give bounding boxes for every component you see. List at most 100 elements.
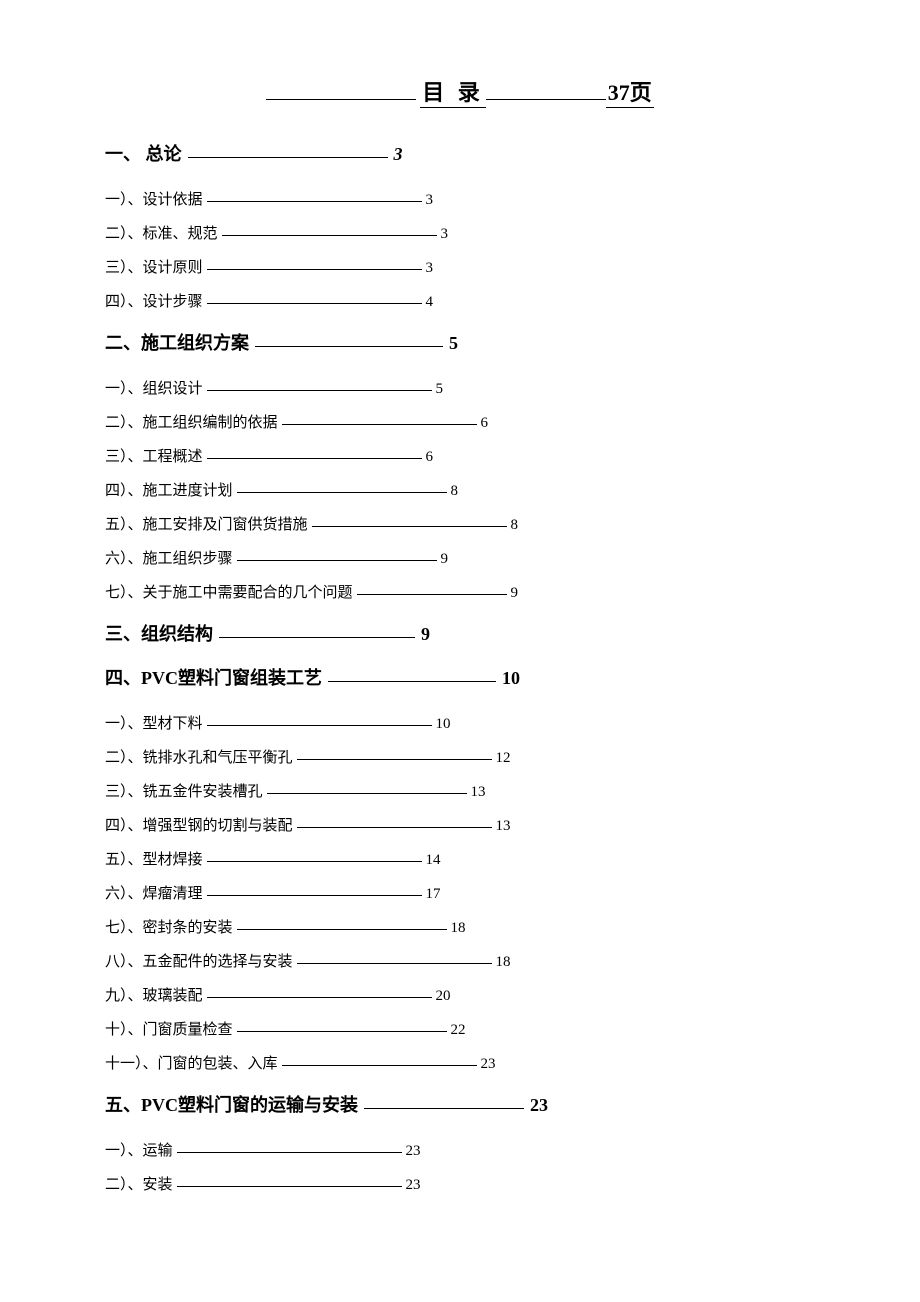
toc-section: 三、组织结构 9 — [105, 620, 815, 646]
subitem-filler — [297, 963, 492, 964]
subitem-filler — [297, 759, 492, 760]
subitem-filler — [207, 201, 422, 202]
title-lead-underline — [266, 99, 416, 100]
subitem-filler — [207, 895, 422, 896]
subitem-page: 18 — [496, 954, 511, 971]
toc-subitem: 四）、设计步骤 4 — [105, 290, 815, 311]
subitem-filler — [282, 1065, 477, 1066]
subitem-label: 五）、型材焊接 — [105, 848, 203, 869]
subitem-page: 9 — [441, 551, 449, 568]
subitem-page: 20 — [436, 988, 451, 1005]
section-label: 三、组织结构 — [105, 620, 213, 646]
toc-section: 四、PVC塑料门窗组装工艺10 — [105, 664, 815, 690]
subitem-page: 14 — [426, 852, 441, 869]
section-filler — [219, 637, 415, 638]
subitem-filler — [207, 997, 432, 998]
subitem-page: 13 — [496, 818, 511, 835]
subitem-filler — [207, 861, 422, 862]
section-label: 二、施工组织方案 — [105, 329, 249, 355]
subitem-filler — [237, 492, 447, 493]
subitem-filler — [177, 1186, 402, 1187]
subitem-filler — [207, 390, 432, 391]
subitem-page: 18 — [451, 920, 466, 937]
subitem-label: 一）、组织设计 — [105, 377, 203, 398]
toc-subitem: 五）、施工安排及门窗供货措施8 — [105, 513, 815, 534]
title-mid-underline — [486, 99, 606, 100]
subitem-filler — [312, 526, 507, 527]
subitem-label: 二）、标准、规范 — [105, 222, 218, 243]
subitem-page: 5 — [436, 381, 444, 398]
subitem-filler — [237, 929, 447, 930]
title-text: 目 录 — [420, 75, 486, 108]
subitem-filler — [297, 827, 492, 828]
toc-subitem: 七）、密封条的安装 18 — [105, 916, 815, 937]
subitem-filler — [237, 1031, 447, 1032]
subitem-label: 六）、施工组织步骤 — [105, 547, 233, 568]
subitem-page: 13 — [471, 784, 486, 801]
section-filler — [364, 1108, 524, 1109]
toc-subitem: 三）、工程概述 6 — [105, 445, 815, 466]
toc-subitem: 二）、标准、规范 3 — [105, 222, 815, 243]
toc-subitem: 八）、五金配件的选择与安装 18 — [105, 950, 815, 971]
toc-subitem: 四）、增强型钢的切割与装配13 — [105, 814, 815, 835]
subitem-label: 十一）、门窗的包装、入库 — [105, 1052, 278, 1073]
section-page: 23 — [530, 1095, 548, 1116]
subitem-page: 6 — [481, 415, 489, 432]
subitem-page: 23 — [406, 1177, 421, 1194]
toc-subitem: 一）、型材下料 10 — [105, 712, 815, 733]
toc-subitem: 一）、运输 23 — [105, 1139, 815, 1160]
subitem-label: 一）、设计依据 — [105, 188, 203, 209]
subitem-label: 七）、关于施工中需要配合的几个问题 — [105, 581, 353, 602]
subitem-filler — [222, 235, 437, 236]
toc-subitem: 六）、施工组织步骤 9 — [105, 547, 815, 568]
subitem-label: 三）、工程概述 — [105, 445, 203, 466]
subitem-page: 9 — [511, 585, 519, 602]
subitem-page: 12 — [496, 750, 511, 767]
section-label: 五、PVC塑料门窗的运输与安装 — [105, 1091, 358, 1117]
section-page: 3 — [394, 144, 403, 165]
toc-subitem: 十）、门窗质量检查22 — [105, 1018, 815, 1039]
subitem-page: 6 — [426, 449, 434, 466]
subitem-label: 八）、五金配件的选择与安装 — [105, 950, 293, 971]
toc-subitem: 三）、设计原则 3 — [105, 256, 815, 277]
table-of-contents: 一、 总论 3 一）、设计依据3 二）、标准、规范 3 三）、设计原则 3 四）、设计步骤 4 二… — [105, 140, 815, 1194]
subitem-filler — [207, 725, 432, 726]
subitem-filler — [237, 560, 437, 561]
section-page: 10 — [502, 668, 520, 689]
subitem-label: 一）、型材下料 — [105, 712, 203, 733]
section-label: 一、 总论 — [105, 140, 182, 166]
subitem-label: 六）、焊瘤清理 — [105, 882, 203, 903]
toc-subitem: 一）、设计依据3 — [105, 188, 815, 209]
toc-subitem: 二）、施工组织编制的依据 6 — [105, 411, 815, 432]
toc-subitem: 四）、施工进度计划 8 — [105, 479, 815, 500]
subitem-page: 8 — [451, 483, 459, 500]
subitem-page: 17 — [426, 886, 441, 903]
subitem-label: 二）、铣排水孔和气压平衡孔 — [105, 746, 293, 767]
toc-subitem: 一）、组织设计 5 — [105, 377, 815, 398]
subitem-label: 七）、密封条的安装 — [105, 916, 233, 937]
toc-subitem: 五）、型材焊接 14 — [105, 848, 815, 869]
subitem-label: 一）、运输 — [105, 1139, 173, 1160]
subitem-page: 23 — [406, 1143, 421, 1160]
subitem-filler — [177, 1152, 402, 1153]
subitem-page: 3 — [441, 226, 449, 243]
section-filler — [188, 157, 388, 158]
toc-subitem: 十一）、门窗的包装、入库23 — [105, 1052, 815, 1073]
subitem-label: 四）、施工进度计划 — [105, 479, 233, 500]
toc-subitem: 二）、铣排水孔和气压平衡孔 12 — [105, 746, 815, 767]
subitem-page: 3 — [426, 260, 434, 277]
subitem-label: 三）、设计原则 — [105, 256, 203, 277]
toc-section: 五、PVC塑料门窗的运输与安装 23 — [105, 1091, 815, 1117]
section-page: 9 — [421, 624, 430, 645]
subitem-label: 四）、设计步骤 — [105, 290, 203, 311]
toc-subitem: 七）、关于施工中需要配合的几个问题 9 — [105, 581, 815, 602]
toc-subitem: 三）、铣五金件安装槽孔13 — [105, 780, 815, 801]
toc-subitem: 二）、安装23 — [105, 1173, 815, 1194]
subitem-filler — [207, 458, 422, 459]
subitem-page: 4 — [426, 294, 434, 311]
subitem-page: 10 — [436, 716, 451, 733]
section-page: 5 — [449, 333, 458, 354]
subitem-label: 二）、施工组织编制的依据 — [105, 411, 278, 432]
subitem-filler — [282, 424, 477, 425]
subitem-filler — [267, 793, 467, 794]
